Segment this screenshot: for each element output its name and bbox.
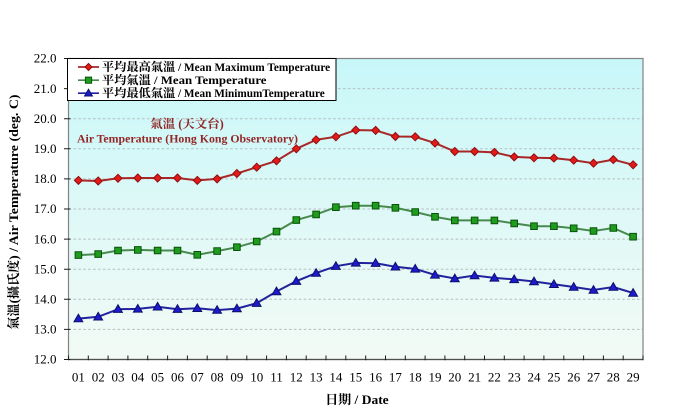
svg-text:22.0: 22.0 <box>34 51 57 66</box>
svg-text:07: 07 <box>191 369 205 384</box>
svg-text:06: 06 <box>171 369 185 384</box>
svg-text:26: 26 <box>567 369 581 384</box>
svg-text:04: 04 <box>131 369 145 384</box>
svg-text:23: 23 <box>508 369 521 384</box>
svg-text:02: 02 <box>92 369 105 384</box>
svg-text:14.0: 14.0 <box>34 292 57 307</box>
svg-text:11: 11 <box>270 369 283 384</box>
svg-text:) / Air Temperature (deg. C): ) / Air Temperature (deg. C) <box>6 95 21 260</box>
svg-text:25: 25 <box>547 369 560 384</box>
svg-text:19.0: 19.0 <box>34 141 57 156</box>
svg-text:09: 09 <box>230 369 243 384</box>
svg-text:Air Temperature (Hong Kong Obs: Air Temperature (Hong Kong Observatory) <box>77 132 298 146</box>
svg-text:13.0: 13.0 <box>34 322 57 337</box>
svg-text:01: 01 <box>72 369 85 384</box>
svg-text:17.0: 17.0 <box>34 201 57 216</box>
svg-text:24: 24 <box>528 369 542 384</box>
svg-text:08: 08 <box>211 369 224 384</box>
svg-text:/ Mean Temperature: / Mean Temperature <box>151 73 267 87</box>
svg-text:15: 15 <box>349 369 362 384</box>
svg-text:/ Mean Maximum Temperature: / Mean Maximum Temperature <box>175 60 331 74</box>
svg-text:21.0: 21.0 <box>34 81 57 96</box>
svg-text:18.0: 18.0 <box>34 171 57 186</box>
svg-text:27: 27 <box>587 369 601 384</box>
svg-text:19: 19 <box>429 369 442 384</box>
svg-text:(: ( <box>175 117 182 131</box>
svg-text:18: 18 <box>409 369 422 384</box>
svg-text:/ Mean MinimumTemperature: / Mean MinimumTemperature <box>175 86 325 100</box>
svg-text:05: 05 <box>151 369 164 384</box>
svg-text:15.0: 15.0 <box>34 261 57 276</box>
svg-text:12: 12 <box>290 369 303 384</box>
svg-text:): ) <box>220 117 224 131</box>
svg-text:29: 29 <box>627 369 640 384</box>
svg-text:22: 22 <box>488 369 501 384</box>
svg-text:10: 10 <box>250 369 263 384</box>
svg-text:14: 14 <box>329 369 343 384</box>
svg-text:28: 28 <box>607 369 620 384</box>
svg-text:17: 17 <box>389 369 403 384</box>
svg-text:16: 16 <box>369 369 383 384</box>
svg-text:12.0: 12.0 <box>34 352 57 367</box>
svg-text:20: 20 <box>448 369 461 384</box>
svg-text:13: 13 <box>310 369 323 384</box>
svg-text:16.0: 16.0 <box>34 231 57 246</box>
svg-text:21: 21 <box>468 369 481 384</box>
svg-text:(: ( <box>6 299 21 304</box>
svg-text:/ Date: / Date <box>351 392 389 407</box>
svg-text:20.0: 20.0 <box>34 111 57 126</box>
svg-text:03: 03 <box>112 369 125 384</box>
